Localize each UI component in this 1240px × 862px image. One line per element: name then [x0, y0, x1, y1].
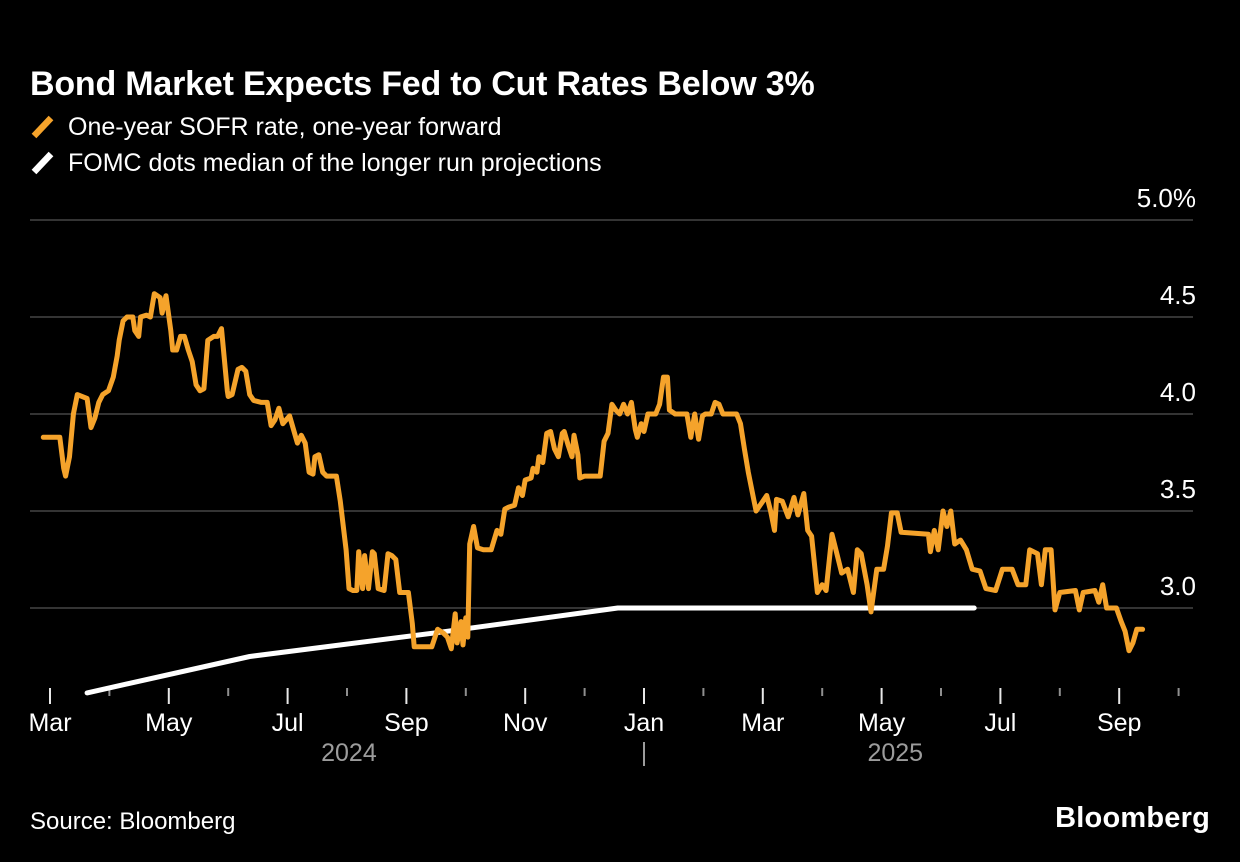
x-axis-label: Mar	[28, 709, 71, 737]
sofr-series-line	[40, 291, 1146, 654]
legend-label-fomc: FOMC dots median of the longer run proje…	[68, 148, 602, 177]
fomc-slash-icon	[31, 151, 54, 175]
legend-item-sofr: One-year SOFR rate, one-year forward	[30, 109, 602, 145]
x-axis-label: Jul	[272, 709, 304, 737]
year-label: 2024	[321, 739, 377, 767]
x-axis-label: Jul	[984, 709, 1016, 737]
legend: One-year SOFR rate, one-year forward FOM…	[30, 109, 602, 181]
bloomberg-logo: Bloomberg	[1055, 802, 1210, 834]
x-axis-label: Nov	[503, 709, 548, 737]
x-axis-label: Jan	[624, 709, 664, 737]
y-axis-label: 4.0	[1160, 377, 1196, 407]
sofr-slash-icon	[31, 115, 54, 139]
y-axis-label: 4.5	[1160, 280, 1196, 310]
x-axis-label: Sep	[1097, 709, 1141, 737]
legend-item-fomc: FOMC dots median of the longer run proje…	[30, 145, 602, 181]
y-axis-label: 5.0%	[1137, 183, 1196, 213]
x-axis-label: Mar	[741, 709, 784, 737]
source-note: Source: Bloomberg	[30, 808, 236, 835]
y-axis-label: 3.5	[1160, 474, 1196, 504]
x-axis-label: May	[858, 709, 906, 737]
fomc-series-line	[84, 605, 977, 696]
x-axis-label: Sep	[384, 709, 428, 737]
chart-title: Bond Market Expects Fed to Cut Rates Bel…	[30, 64, 815, 103]
line-chart-canvas: 5.0% 4.5 4.0 3.5 3.0 Mar May Jul Sep Nov Jan Mar May…	[28, 183, 1196, 767]
x-axis-label: May	[145, 709, 193, 737]
legend-label-sofr: One-year SOFR rate, one-year forward	[68, 112, 502, 141]
y-axis-label: 3.0	[1160, 571, 1196, 601]
year-label: 2025	[867, 739, 923, 767]
